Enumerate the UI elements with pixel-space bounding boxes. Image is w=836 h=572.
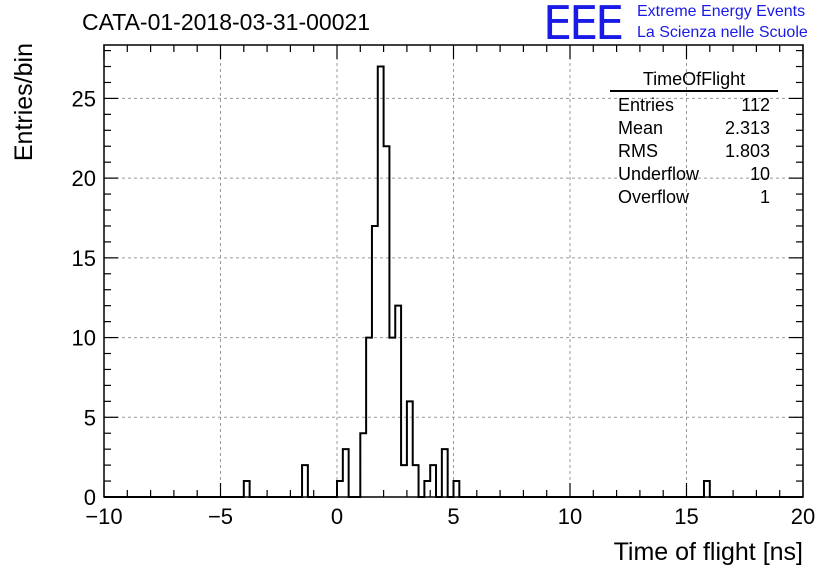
- histogram-bin: [704, 481, 710, 497]
- stats-box: TimeOfFlight Entries 112 Mean 2.313 RMS …: [610, 68, 778, 209]
- stats-value: 2.313: [724, 118, 770, 138]
- y-tick-label: 10: [72, 326, 96, 351]
- histogram-bin: [413, 465, 419, 497]
- eee-logo: EEE: [543, 0, 624, 50]
- histogram-bin: [244, 481, 250, 497]
- stats-row-overflow: Overflow 1: [610, 186, 778, 209]
- stats-value: 10: [749, 164, 770, 184]
- stats-label: Underflow: [618, 164, 700, 184]
- y-axis-label: Entries/bin: [10, 43, 38, 161]
- y-tick-label: 25: [72, 86, 96, 111]
- histogram-outline: [104, 65, 803, 498]
- x-axis-label: Time of flight [ns]: [614, 538, 803, 566]
- stats-row-rms: RMS 1.803: [610, 140, 778, 163]
- logo-subtitle-line2: La Scienza nelle Scuole: [637, 24, 808, 41]
- logo-subtitle-line1: Extreme Energy Events: [637, 3, 806, 20]
- histogram-bin: [389, 338, 395, 497]
- x-tick-label: 10: [558, 504, 582, 529]
- histogram-bin: [384, 146, 390, 497]
- stats-label: Entries: [618, 95, 675, 115]
- x-tick-label: 20: [791, 504, 815, 529]
- x-tick-label: 15: [674, 504, 698, 529]
- histogram-bin: [430, 465, 436, 497]
- histogram-bin: [360, 433, 366, 497]
- stats-label: Mean: [618, 118, 664, 138]
- histogram-bin: [401, 465, 407, 497]
- histogram-bin: [395, 306, 401, 497]
- histogram-bin: [407, 401, 413, 497]
- stats-value: 1.803: [724, 141, 770, 161]
- stats-row-underflow: Underflow 10: [610, 163, 778, 186]
- stats-label: Overflow: [618, 187, 690, 207]
- y-tick-label: 20: [72, 166, 96, 191]
- stats-row-mean: Mean 2.313: [610, 117, 778, 140]
- histogram-bin: [372, 226, 378, 497]
- histogram-bin: [424, 481, 430, 497]
- histogram-bin: [366, 338, 372, 497]
- x-tick-label: −10: [85, 504, 122, 529]
- x-tick-label: 5: [447, 504, 459, 529]
- stats-row-entries: Entries 112: [610, 94, 778, 117]
- histogram-title: CATA-01-2018-03-31-00021: [82, 9, 371, 35]
- stats-value: 1: [759, 187, 770, 207]
- histogram-bin: [378, 67, 384, 497]
- histogram-bin: [442, 449, 448, 497]
- stats-box-divider: [610, 90, 778, 92]
- stats-box-name: TimeOfFlight: [642, 69, 746, 89]
- y-tick-label: 0: [84, 485, 96, 510]
- histogram-bin: [454, 481, 460, 497]
- histogram-bin: [302, 465, 308, 497]
- y-tick-label: 15: [72, 246, 96, 271]
- stats-label: RMS: [618, 141, 658, 161]
- x-tick-label: −5: [208, 504, 233, 529]
- histogram-bin: [337, 481, 343, 497]
- x-tick-label: 0: [331, 504, 343, 529]
- stats-value: 112: [741, 95, 770, 115]
- histogram-bin: [343, 449, 349, 497]
- y-tick-label: 5: [84, 405, 96, 430]
